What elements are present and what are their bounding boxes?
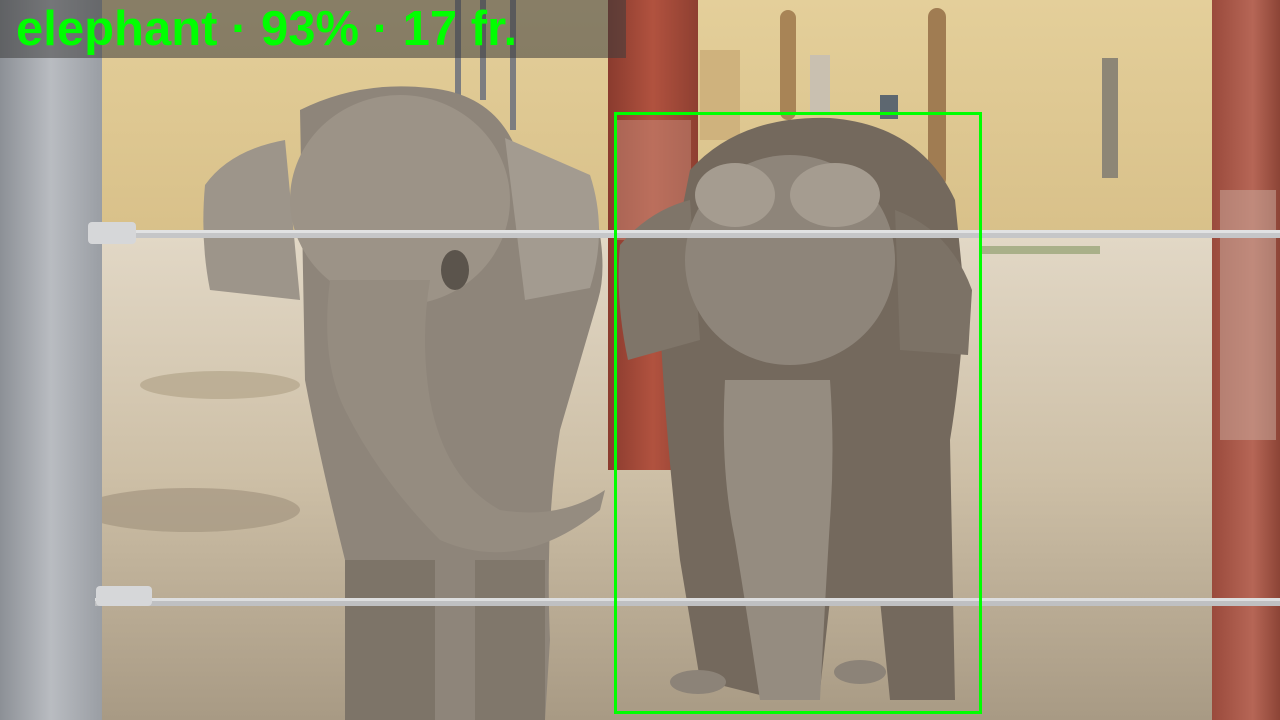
fence-cables	[88, 222, 1280, 606]
wall-recess	[700, 50, 740, 140]
grey-pole-left	[0, 0, 102, 720]
elephant-left	[203, 86, 605, 720]
mud-patch	[140, 371, 300, 399]
pole-worn-patch	[1220, 190, 1276, 440]
elephant-right	[618, 117, 972, 700]
grass-strip	[980, 246, 1100, 254]
detection-bounding-box	[614, 112, 982, 714]
detection-label: elephant · 93% · 17 fr.	[16, 2, 518, 56]
detection-label-background	[0, 0, 626, 58]
wall-post	[780, 10, 796, 120]
wall-slot	[1102, 58, 1118, 178]
wall-fixture	[810, 55, 830, 115]
mud-patch	[80, 488, 300, 532]
wall-post	[928, 8, 946, 188]
